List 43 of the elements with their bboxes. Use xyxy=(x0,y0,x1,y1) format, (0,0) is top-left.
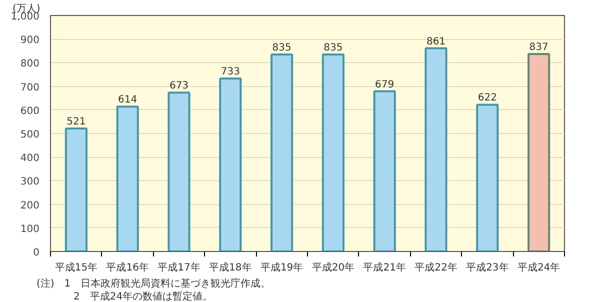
data-label: 673 xyxy=(169,80,189,92)
data-label: 837 xyxy=(529,42,548,53)
y-tick-label: 300 xyxy=(20,176,40,188)
y-tick-label: 100 xyxy=(20,224,40,235)
bar xyxy=(64,128,88,252)
y-tick-label: 500 xyxy=(20,130,40,140)
y-tick-label: 0 xyxy=(33,248,40,258)
data-label: 622 xyxy=(478,92,497,104)
x-tick-label: 平成20年 xyxy=(312,262,355,274)
x-tick-label: 平成16年 xyxy=(106,262,149,274)
y-tick-label: 700 xyxy=(20,82,40,94)
y-tick-label: 800 xyxy=(20,58,40,70)
data-label: 835 xyxy=(324,42,343,54)
x-tick-label: 平成19年 xyxy=(260,262,304,274)
x-tick-label: 平成24年 xyxy=(517,262,560,274)
x-tick-label: 平成15年 xyxy=(54,262,98,274)
x-tick-label: 平成22年 xyxy=(414,262,458,274)
bar xyxy=(476,104,499,252)
data-label: 521 xyxy=(66,116,86,128)
x-tick-label: 平成18年 xyxy=(209,262,252,274)
y-tick-label: 200 xyxy=(20,200,40,212)
bar xyxy=(322,53,344,252)
bar xyxy=(424,47,448,252)
x-tick-label: 平成21年 xyxy=(363,262,406,274)
bar xyxy=(219,78,242,252)
bar xyxy=(116,106,139,252)
data-label: 861 xyxy=(426,36,446,48)
bar xyxy=(168,92,190,252)
text: 2 平成24年の数値は暫定値。 xyxy=(74,290,213,302)
data-label: 733 xyxy=(220,66,240,78)
text: (注) 1 日本政府観光局資料に基づき観光庁作成。 xyxy=(36,278,271,290)
x-tick-label: 平成17年 xyxy=(158,262,200,274)
bar xyxy=(373,90,396,252)
y-tick-label: 600 xyxy=(20,106,40,117)
data-label: 614 xyxy=(118,94,138,106)
data-label: 679 xyxy=(375,79,394,90)
y-tick-label: 900 xyxy=(20,35,40,46)
x-tick-label: 平成23年 xyxy=(466,262,509,274)
y-tick-label: 1,000 xyxy=(10,12,40,22)
data-label: 835 xyxy=(272,42,292,54)
bar xyxy=(528,52,550,252)
y-tick-label: 400 xyxy=(20,153,40,164)
bar xyxy=(270,53,294,252)
